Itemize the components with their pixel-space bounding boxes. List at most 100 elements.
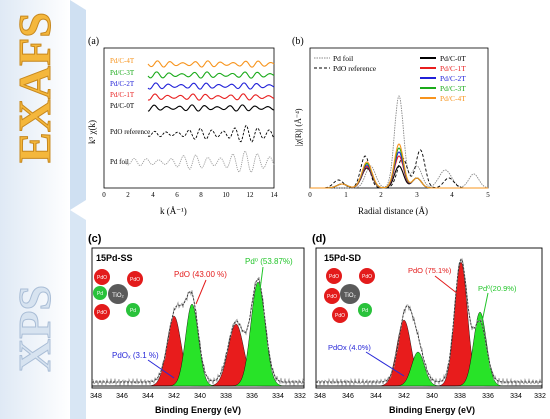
- xtick: 348: [90, 393, 102, 400]
- kspace-curve: [147, 60, 275, 68]
- xtick: 5: [486, 191, 490, 199]
- panel-c-xps-chart: (c) 15Pd-SS TiO₂ PdO PdO PdO Pd Pd PdO (…: [88, 233, 306, 415]
- panel-b-curves: [310, 95, 489, 189]
- exafs-banner: EXAFS: [9, 12, 61, 164]
- xtick: 336: [482, 393, 494, 400]
- xps-fit-envelope: [316, 258, 542, 383]
- kspace-curve: [147, 82, 275, 90]
- ball-pdo: [127, 271, 143, 287]
- xtick: 3: [415, 191, 419, 199]
- ball-pdo: [94, 269, 110, 285]
- panel-c-frame: [91, 247, 305, 389]
- panel-a-curves: [125, 60, 275, 174]
- label-pdc-0t: Pd/C-0T: [110, 102, 135, 110]
- label-pdc-4t: Pd/C-4T: [110, 57, 135, 65]
- legend-pdo-ref: PdO reference: [333, 64, 377, 73]
- panel-d-xlabel: Binding Energy (eV): [389, 405, 475, 415]
- label-pdox: PdOx (4.0%): [328, 343, 371, 352]
- xtick: 344: [370, 393, 382, 400]
- ball-pdo: [326, 268, 342, 284]
- svg-text:TiO₂: TiO₂: [344, 293, 356, 299]
- svg-text:Pd: Pd: [130, 308, 136, 314]
- xtick: 2: [126, 191, 130, 199]
- xtick: 346: [116, 393, 128, 400]
- kspace-curve-pd-foil: [125, 150, 275, 174]
- xtick: 332: [294, 393, 306, 400]
- legend-pdc-2t: Pd/C-2T: [440, 74, 466, 83]
- xtick: 0: [102, 191, 106, 199]
- panel-d-model: TiO₂ PdO PdO PdO PdO Pd: [324, 268, 375, 323]
- rspace-curve: [310, 151, 488, 189]
- panel-a-letter: (a): [88, 36, 99, 47]
- xps-peak-pd0: [316, 311, 542, 387]
- panel-d-letter: (d): [312, 233, 326, 245]
- xtick: 338: [220, 393, 232, 400]
- panel-a-xticks: 0 2 4 6 8 10 12 14: [102, 191, 278, 199]
- svg-text:PdO: PdO: [97, 275, 107, 281]
- label-pdo-ref: PdO reference: [110, 128, 150, 136]
- xtick: 340: [426, 393, 438, 400]
- panel-b-rspace-chart: (b) |χ(R)| (Å⁻⁴) Pd foil PdO reference P…: [292, 36, 490, 199]
- panel-a-ylabel: k³ χ(k): [87, 120, 97, 144]
- xtick: 344: [142, 393, 154, 400]
- ball-pdo: [94, 304, 110, 320]
- rspace-curve-pdo-ref: [310, 149, 488, 189]
- legend-pdc-3t: Pd/C-3T: [440, 84, 466, 93]
- panel-d-frame: [315, 247, 543, 389]
- svg-text:PdO: PdO: [130, 277, 140, 283]
- svg-text:TiO₂: TiO₂: [112, 293, 124, 299]
- label-pd0: Pd⁰ (53.87%): [245, 257, 293, 266]
- panel-c-sample: 15Pd-SS: [96, 253, 133, 263]
- ball-pd: [358, 303, 372, 317]
- xtick: 8: [199, 191, 203, 199]
- panel-b-letter: (b): [292, 36, 304, 47]
- panel-d-peaks: [315, 257, 543, 387]
- svg-text:Pd: Pd: [362, 308, 368, 314]
- rspace-curve: [310, 147, 488, 189]
- xtick: 6: [175, 191, 179, 199]
- panel-b-frame: [309, 47, 489, 189]
- xtick: 12: [247, 191, 255, 199]
- rspace-curve-pd-foil: [310, 95, 489, 189]
- panel-a-kspace-chart: (a) k³ χ(k) Pd/C-4T Pd/C-3T Pd/C-2T Pd/C…: [87, 36, 278, 199]
- panel-b-legend-right: Pd/C-0T Pd/C-1T Pd/C-2T Pd/C-3T Pd/C-4T: [420, 54, 466, 103]
- panel-c-xticks: 348 346 344 342 340 338 336 334 332: [90, 393, 306, 400]
- panel-c-peaks: [91, 276, 305, 387]
- xtick: 342: [398, 393, 410, 400]
- section-banners: EXAFS XPS: [0, 0, 86, 419]
- xtick: 342: [168, 393, 180, 400]
- label-pdc-1t: Pd/C-1T: [110, 91, 135, 99]
- panel-c-xlabel: Binding Energy (eV): [155, 405, 241, 415]
- svg-text:PdO: PdO: [327, 294, 337, 300]
- panel-b-xlabel: Radial distance (Å): [358, 206, 428, 216]
- ball-pdo: [324, 288, 340, 304]
- xtick: 14: [271, 191, 279, 199]
- label-pd-foil: Pd foil: [110, 158, 129, 166]
- panel-c-model: TiO₂ PdO PdO PdO Pd Pd: [93, 269, 143, 320]
- kspace-curve: [147, 104, 275, 112]
- xps-fit-envelope: [92, 278, 304, 383]
- xtick: 1: [344, 191, 348, 199]
- xtick: 334: [510, 393, 522, 400]
- panel-b-ylabel: |χ(R)| (Å⁻⁴): [294, 108, 303, 146]
- legend-pd-foil: Pd foil: [333, 54, 353, 63]
- svg-text:EXAFS: EXAFS: [9, 12, 60, 163]
- xtick: 2: [379, 191, 383, 199]
- ball-pdo: [359, 268, 375, 284]
- xps-raw-data: [315, 257, 543, 387]
- xtick: 336: [246, 393, 258, 400]
- label-pdo: PdO (43.00 %): [174, 270, 227, 279]
- xtick: 4: [450, 191, 454, 199]
- kspace-curve-pdo-ref: [147, 124, 275, 143]
- legend-pdc-1t: Pd/C-1T: [440, 64, 466, 73]
- kspace-curve: [147, 71, 275, 79]
- panel-a-xlabel: k (Å⁻¹): [160, 206, 187, 216]
- svg-text:PdO: PdO: [329, 274, 339, 280]
- legend-pdc-0t: Pd/C-0T: [440, 54, 466, 63]
- panel-d-xticks: 348 346 344 342 340 338 336 334 332: [314, 393, 546, 400]
- xtick: 4: [151, 191, 155, 199]
- kspace-curve: [147, 93, 275, 101]
- label-pdo: PdO (75.1%): [408, 266, 452, 275]
- svg-text:PdO: PdO: [362, 274, 372, 280]
- label-pdc-2t: Pd/C-2T: [110, 80, 135, 88]
